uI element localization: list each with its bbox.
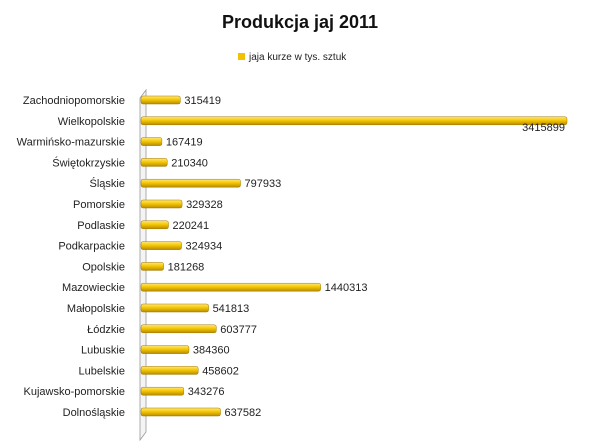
category-label: Warmińsko-mazurskie (17, 137, 125, 149)
data-label: 329328 (186, 199, 223, 211)
category-label: Opolskie (82, 261, 125, 273)
data-label: 315419 (184, 95, 221, 107)
data-label: 541813 (213, 303, 250, 315)
data-label: 1440313 (325, 282, 368, 294)
category-label: Świętokrzyskie (52, 156, 125, 169)
data-label: 384360 (193, 345, 230, 357)
data-label: 797933 (245, 178, 282, 190)
bar (140, 158, 168, 167)
category-label: Łódzkie (87, 324, 125, 336)
category-label: Lubelskie (79, 365, 125, 377)
category-label: Kujawsko-pomorskie (24, 386, 125, 398)
bar (140, 303, 209, 313)
bar (140, 137, 163, 146)
data-label: 167419 (166, 137, 203, 149)
category-label: Pomorskie (73, 199, 125, 211)
data-label: 324934 (186, 241, 223, 253)
bar (140, 407, 221, 417)
bar (140, 282, 321, 292)
bar (140, 262, 164, 271)
bar (140, 220, 169, 230)
bar (140, 345, 190, 354)
legend-label: jaja kurze w tys. sztuk (248, 52, 347, 63)
category-label: Zachodniopomorskie (23, 95, 125, 107)
category-label: Podkarpackie (58, 241, 125, 253)
data-label: 637582 (225, 407, 262, 419)
data-label: 210340 (171, 157, 208, 169)
category-label: Mazowieckie (62, 282, 125, 294)
data-label: 220241 (172, 220, 209, 232)
bar (140, 241, 182, 250)
bar (140, 324, 217, 334)
data-label: 181268 (168, 261, 205, 273)
bar (140, 178, 241, 188)
category-label: Małopolskie (67, 303, 125, 315)
category-label: Dolnośląskie (63, 407, 125, 419)
category-label: Lubuskie (81, 345, 125, 357)
data-label: 458602 (202, 365, 239, 377)
legend-swatch (238, 53, 245, 60)
bar (140, 95, 181, 105)
data-label: 3415899 (522, 122, 565, 134)
chart-title: Produkcja jaj 2011 (222, 12, 378, 32)
bar (140, 366, 199, 375)
bar (140, 116, 568, 126)
category-label: Wielkopolskie (58, 116, 125, 128)
data-label: 603777 (220, 324, 257, 336)
bar (140, 386, 185, 396)
data-label: 343276 (188, 386, 225, 398)
category-label: Podlaskie (77, 220, 125, 232)
category-label: Śląskie (90, 177, 125, 190)
bar (140, 199, 183, 209)
